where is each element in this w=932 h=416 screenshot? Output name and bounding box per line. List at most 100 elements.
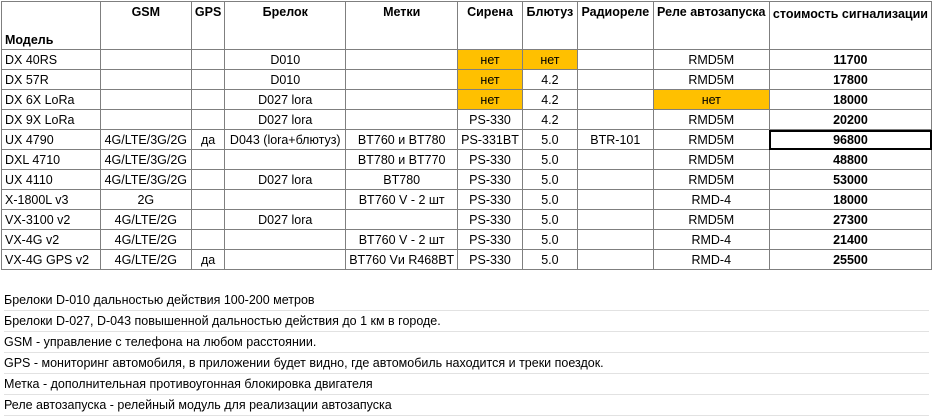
header-tags[interactable]: Метки [345, 1, 459, 50]
cell-radio-relay[interactable] [576, 149, 654, 170]
cell-bluetooth[interactable]: 5.0 [521, 249, 578, 270]
cell-tags[interactable] [345, 89, 459, 110]
cell-tags[interactable]: BT760 Vи R468BT [345, 249, 459, 270]
cell-siren[interactable]: нет [457, 69, 523, 90]
note-line[interactable]: Брелоки D-010 дальностью действия 100-20… [4, 290, 929, 311]
header-fob[interactable]: Брелок [224, 1, 347, 50]
cell-radio-relay[interactable] [576, 169, 654, 190]
header-autostart-relay[interactable]: Реле автозапуска [652, 1, 770, 50]
cell-radio-relay[interactable] [576, 249, 654, 270]
cell-fob[interactable] [224, 229, 347, 250]
header-gps[interactable]: GPS [190, 1, 226, 50]
cell-tags[interactable]: BT760 V - 2 шт [345, 229, 459, 250]
cell-bluetooth[interactable]: 4.2 [521, 69, 578, 90]
cell-fob[interactable]: D010 [224, 69, 347, 90]
cell-gsm[interactable]: 4G/LTE/3G/2G [99, 169, 192, 190]
header-model[interactable]: Модель [1, 1, 101, 50]
cell-autostart-relay[interactable]: RMD5M [652, 69, 770, 90]
cell-gps[interactable] [190, 49, 226, 70]
header-gsm[interactable]: GSM [99, 1, 192, 50]
cell-fob[interactable] [224, 249, 347, 270]
cell-model[interactable]: DX 57R [1, 69, 101, 90]
cell-autostart-relay[interactable]: RMD5M [652, 149, 770, 170]
cell-siren[interactable]: PS-330 [457, 209, 523, 230]
cell-tags[interactable]: BT760 и BT780 [345, 129, 459, 150]
cell-tags[interactable] [345, 69, 459, 90]
cell-fob[interactable] [224, 149, 347, 170]
cell-price[interactable]: 27300 [768, 209, 932, 230]
cell-radio-relay[interactable] [576, 189, 654, 210]
cell-autostart-relay[interactable]: RMD-4 [652, 249, 770, 270]
cell-model[interactable]: VX-4G v2 [1, 229, 101, 250]
cell-gsm[interactable] [99, 89, 192, 110]
cell-siren[interactable]: PS-330 [457, 249, 523, 270]
cell-price[interactable]: 53000 [768, 169, 932, 190]
cell-autostart-relay[interactable]: RMD5M [652, 129, 770, 150]
cell-bluetooth[interactable]: 5.0 [521, 229, 578, 250]
cell-gsm[interactable]: 4G/LTE/3G/2G [99, 129, 192, 150]
cell-bluetooth[interactable]: 5.0 [521, 209, 578, 230]
cell-price[interactable]: 18000 [768, 189, 932, 210]
cell-autostart-relay[interactable]: RMD5M [652, 109, 770, 130]
cell-siren[interactable]: PS-330 [457, 169, 523, 190]
cell-siren[interactable]: нет [457, 49, 523, 70]
cell-autostart-relay[interactable]: RMD5M [652, 49, 770, 70]
cell-tags[interactable]: BT780 [345, 169, 459, 190]
cell-gsm[interactable] [99, 69, 192, 90]
cell-price[interactable]: 18000 [768, 89, 932, 110]
cell-autostart-relay[interactable]: RMD5M [652, 169, 770, 190]
cell-model[interactable]: UX 4110 [1, 169, 101, 190]
cell-fob[interactable]: D027 lora [224, 109, 347, 130]
cell-bluetooth[interactable]: 5.0 [521, 149, 578, 170]
cell-radio-relay[interactable] [576, 229, 654, 250]
cell-siren[interactable]: PS-330 [457, 109, 523, 130]
cell-gsm[interactable] [99, 49, 192, 70]
cell-tags[interactable] [345, 209, 459, 230]
cell-price[interactable]: 20200 [768, 109, 932, 130]
cell-siren[interactable]: нет [457, 89, 523, 110]
cell-siren[interactable]: PS-330 [457, 149, 523, 170]
header-price[interactable]: стоимость сигнализации [768, 1, 932, 50]
cell-siren[interactable]: PS-330 [457, 229, 523, 250]
cell-model[interactable]: DX 9X LoRa [1, 109, 101, 130]
cell-bluetooth[interactable]: 5.0 [521, 129, 578, 150]
cell-price[interactable]: 48800 [768, 149, 932, 170]
cell-model[interactable]: DXL 4710 [1, 149, 101, 170]
cell-gps[interactable]: да [190, 249, 226, 270]
cell-siren[interactable]: PS-331BT [457, 129, 523, 150]
cell-model[interactable]: VX-3100 v2 [1, 209, 101, 230]
header-bluetooth[interactable]: Блютуз [521, 1, 578, 50]
cell-fob[interactable]: D027 lora [224, 209, 347, 230]
cell-fob[interactable]: D043 (lora+блютуз) [224, 129, 347, 150]
cell-radio-relay[interactable] [576, 89, 654, 110]
cell-gps[interactable] [190, 149, 226, 170]
cell-autostart-relay[interactable]: RMD-4 [652, 229, 770, 250]
cell-radio-relay[interactable] [576, 109, 654, 130]
cell-model[interactable]: DX 40RS [1, 49, 101, 70]
cell-autostart-relay[interactable]: RMD-4 [652, 189, 770, 210]
cell-gps[interactable]: да [190, 129, 226, 150]
cell-fob[interactable] [224, 189, 347, 210]
cell-autostart-relay[interactable]: нет [652, 89, 770, 110]
cell-radio-relay[interactable]: BTR-101 [576, 129, 654, 150]
cell-gps[interactable] [190, 189, 226, 210]
cell-bluetooth[interactable]: нет [521, 49, 578, 70]
cell-tags[interactable] [345, 49, 459, 70]
cell-bluetooth[interactable]: 5.0 [521, 189, 578, 210]
cell-gps[interactable] [190, 209, 226, 230]
note-line[interactable]: Метка - дополнительная противоугонная бл… [4, 374, 929, 395]
cell-gps[interactable] [190, 89, 226, 110]
cell-price[interactable]: 17800 [768, 69, 932, 90]
cell-tags[interactable]: BT760 V - 2 шт [345, 189, 459, 210]
cell-radio-relay[interactable] [576, 69, 654, 90]
note-line[interactable]: Брелоки D-027, D-043 повышенной дальност… [4, 311, 929, 332]
cell-gps[interactable] [190, 109, 226, 130]
cell-gsm[interactable]: 4G/LTE/3G/2G [99, 149, 192, 170]
cell-price[interactable]: 21400 [768, 229, 932, 250]
cell-gps[interactable] [190, 69, 226, 90]
cell-model[interactable]: UX 4790 [1, 129, 101, 150]
cell-model[interactable]: X-1800L v3 [1, 189, 101, 210]
cell-price[interactable]: 25500 [768, 249, 932, 270]
note-line[interactable]: GSM - управление с телефона на любом рас… [4, 332, 929, 353]
cell-fob[interactable]: D027 lora [224, 89, 347, 110]
